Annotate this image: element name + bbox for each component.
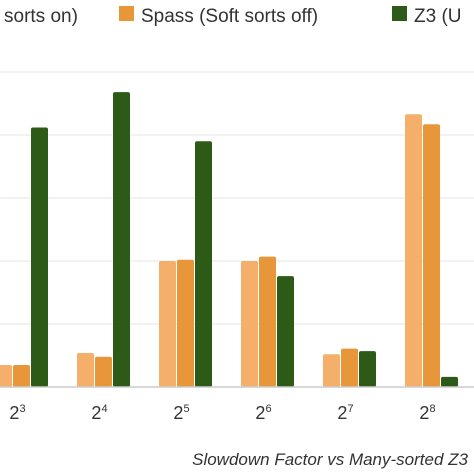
bar-1-6 [405,114,422,388]
bar-3-3 [195,141,212,387]
bars [0,92,458,388]
bar-3-6 [441,376,458,387]
x-tick-label-4: 26 [255,403,271,423]
legend-swatch-spass-soft-off [119,6,134,21]
bar-2-6 [423,124,440,387]
legend-label-spass-soft-on: sorts on) [4,6,78,27]
bar-3-2 [113,92,130,387]
bar-2-3 [177,259,194,387]
x-tick-label-2: 24 [91,403,107,423]
x-tick-label-1: 23 [9,403,25,423]
x-tick-label-6: 28 [419,403,435,423]
bar-3-4 [277,276,294,387]
x-tick-label-3: 25 [173,403,189,423]
bar-2-1 [13,364,30,387]
bar-3-5 [359,351,376,387]
bar-2-4 [259,256,276,387]
bar-1-3 [159,261,176,387]
legend-label-spass-soft-off: Spass (Soft sorts off) [141,6,318,27]
x-axis-label: Slowdown Factor vs Many-sorted Z3 [192,450,468,469]
legend: sorts on) Spass (Soft sorts off) Z3 (U [4,6,462,27]
bar-1-5 [323,354,340,387]
legend-swatch-z3 [392,6,407,21]
bar-1-1 [0,364,12,387]
gridlines [0,71,474,325]
bar-1-2 [77,352,94,387]
bar-2-2 [95,356,112,387]
bar-2-5 [341,348,358,387]
bar-3-1 [31,127,48,387]
bar-1-4 [241,261,258,387]
legend-label-z3: Z3 (U [414,6,462,27]
x-tick-label-5: 27 [337,403,353,423]
x-tick-labels: 23 24 25 26 27 28 [9,403,435,423]
